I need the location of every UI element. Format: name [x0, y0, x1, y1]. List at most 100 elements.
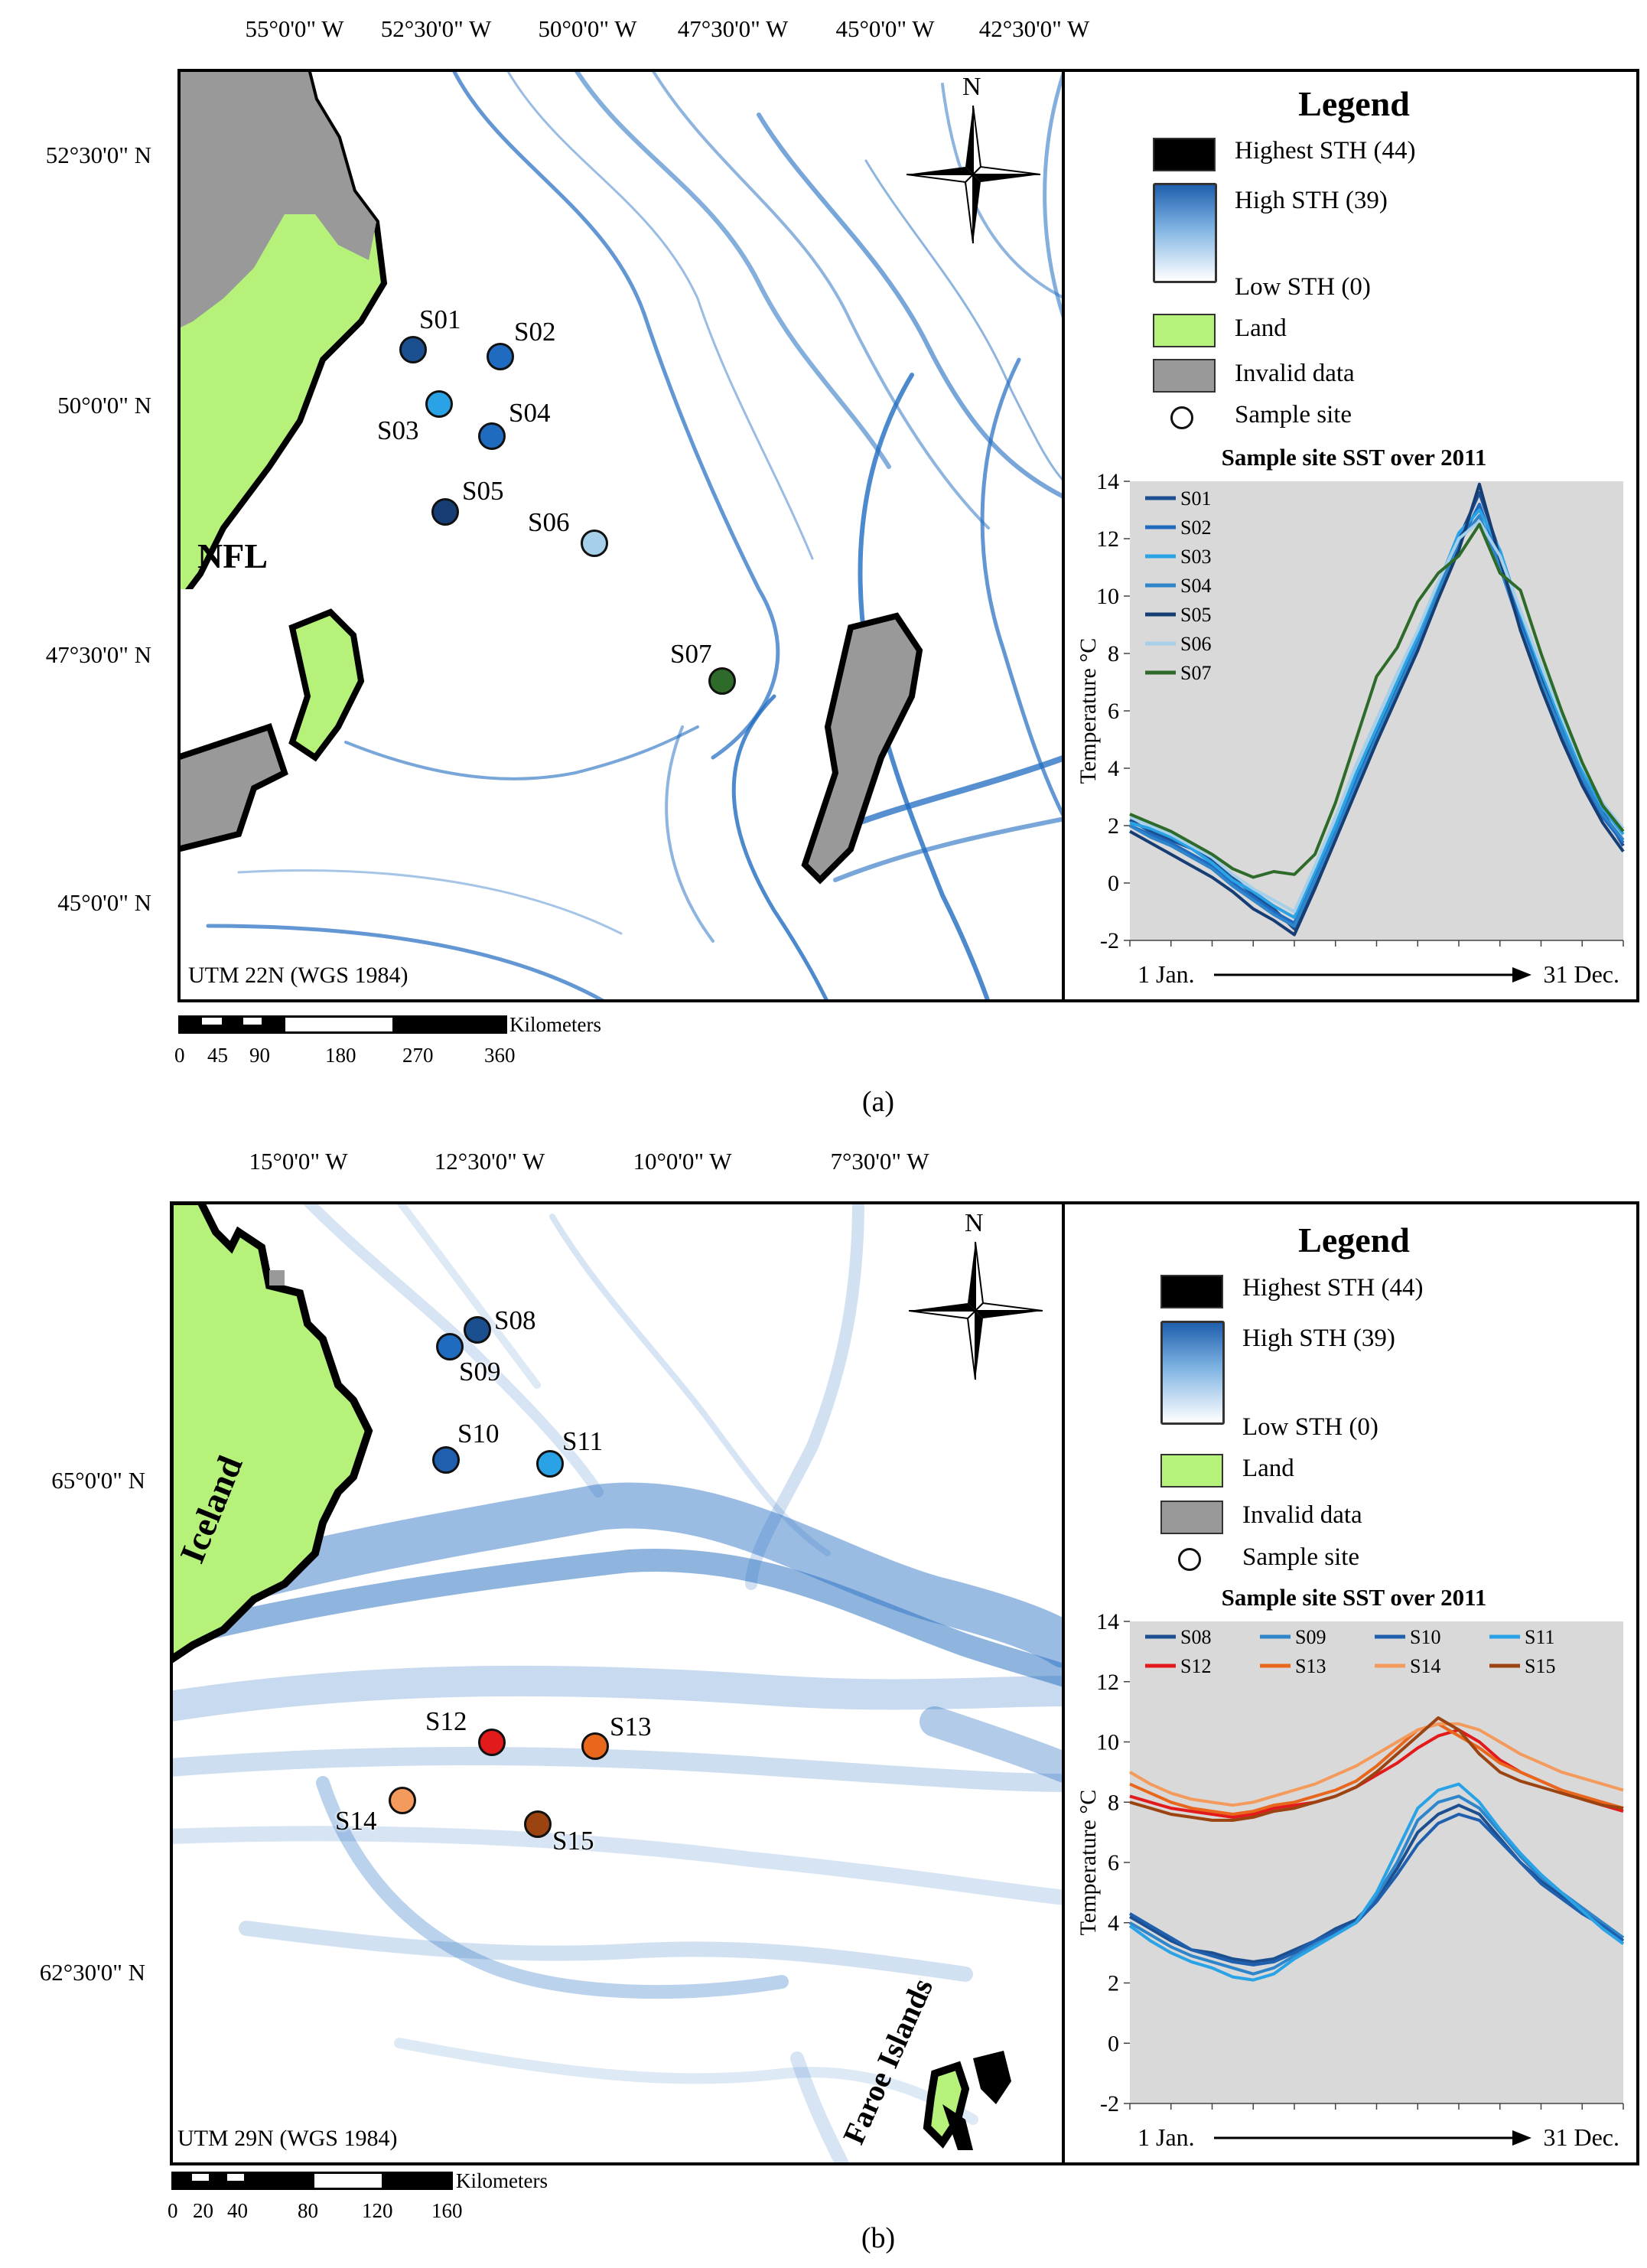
y-tick-label: 8: [1108, 641, 1119, 666]
sample-site-s05[interactable]: [431, 498, 459, 526]
lat-label: 62°30'0" N: [39, 1959, 145, 1986]
y-tick-label: 6: [1108, 1850, 1119, 1875]
y-tick-label: 4: [1108, 756, 1119, 781]
site-label: S02: [514, 317, 556, 347]
lon-label: 12°30'0" W: [434, 1148, 545, 1175]
lon-label: 42°30'0" W: [978, 15, 1090, 42]
series-line-s05: [1129, 482, 1625, 937]
legend-swatch-site: [1170, 406, 1193, 429]
y-tick-label: 2: [1108, 813, 1119, 839]
legend-item: Low STH (0): [1242, 1413, 1378, 1441]
legend-item: Sample site: [1235, 401, 1352, 429]
legend-label: S06: [1180, 633, 1211, 655]
x-arrow-head: [1512, 967, 1531, 982]
legend-title: Legend: [1298, 84, 1410, 123]
site-label: S08: [494, 1305, 536, 1335]
scale-tick: 270: [402, 1044, 434, 1067]
legend-label: S15: [1525, 1655, 1555, 1677]
legend-label: S01: [1180, 487, 1211, 510]
sample-site-s12[interactable]: [478, 1729, 506, 1756]
sample-site-s15[interactable]: [524, 1810, 552, 1838]
sst-chart-b: -2 0 2 4 6 8 10 12 14 Temperature °C S08 S09 S10 S11 S…: [1076, 1614, 1625, 2151]
legend-swatch-sth-gradient: [1160, 1321, 1225, 1425]
scale-bar-graphic: [171, 2172, 453, 2190]
legend-label: S07: [1180, 662, 1211, 684]
scale-unit: Kilometers: [509, 1013, 601, 1036]
scale-tick: 40: [227, 2199, 248, 2222]
sample-site-s13[interactable]: [581, 1732, 609, 1760]
sample-site-s03[interactable]: [425, 390, 453, 418]
caption-b: (b): [861, 2222, 896, 2254]
legend-label: S10: [1410, 1626, 1440, 1648]
legend-swatch-sth-gradient: [1153, 183, 1217, 283]
site-label: S12: [425, 1706, 467, 1736]
caption-a: (a): [861, 1086, 895, 1118]
series-line-s04: [1129, 514, 1625, 928]
sample-site-s06[interactable]: [581, 530, 608, 557]
y-tick-label: 0: [1108, 2031, 1119, 2056]
scale-tick: 0: [174, 1044, 185, 1067]
sample-site-s08[interactable]: [464, 1316, 491, 1344]
scale-tick: 20: [193, 2199, 213, 2222]
y-tick-label: 4: [1108, 1911, 1119, 1936]
lon-label: 7°30'0" W: [830, 1148, 929, 1175]
north-label: N: [965, 1209, 984, 1237]
panel-b: 15°0'0" W 12°30'0" W 10°0'0" W 7°30'0" W…: [0, 1132, 1647, 2268]
scale-tick: 90: [249, 1044, 270, 1067]
panel-a: 55°0'0" W 52°30'0" W 50°0'0" W 47°30'0" …: [0, 0, 1647, 1132]
lat-label: 45°0'0" N: [57, 889, 151, 916]
scale-tick: 80: [298, 2199, 318, 2222]
compass-icon: [907, 105, 1040, 244]
y-tick-label: 0: [1108, 871, 1119, 896]
lat-label: 50°0'0" N: [57, 392, 151, 419]
lon-label: 10°0'0" W: [633, 1148, 732, 1175]
legend-swatch-land: [1153, 314, 1216, 347]
site-label: S13: [610, 1712, 652, 1742]
scale-bar-a: [178, 1015, 507, 1034]
x-start-label: 1 Jan.: [1138, 960, 1195, 988]
legend-item: Highest STH (44): [1242, 1274, 1424, 1302]
legend-item: Land: [1242, 1455, 1294, 1482]
legend-label: S13: [1295, 1655, 1326, 1677]
datum-label: UTM 29N (WGS 1984): [177, 2126, 398, 2151]
scale-tick: 120: [362, 2199, 393, 2222]
sample-site-s02[interactable]: [487, 343, 514, 370]
scale-tick: 360: [484, 1044, 516, 1067]
lat-label: 65°0'0" N: [51, 1467, 145, 1494]
series-line-s14: [1128, 1722, 1624, 1807]
sample-site-s14[interactable]: [389, 1787, 416, 1814]
legend-item: High STH (39): [1235, 187, 1388, 214]
legend-item: Highest STH (44): [1235, 137, 1416, 165]
y-axis-label: Temperature °C: [1076, 1790, 1101, 1936]
legend-item: Invalid data: [1235, 360, 1355, 387]
lat-label: 52°30'0" N: [45, 142, 151, 168]
series-line-s08: [1128, 1804, 1625, 1963]
sample-site-s10[interactable]: [432, 1446, 460, 1474]
lon-label: 52°30'0" W: [380, 15, 492, 42]
scale-bar-b: [171, 2172, 453, 2190]
site-label: S03: [377, 415, 419, 445]
y-tick-label: 12: [1096, 526, 1119, 552]
y-axis-label: Temperature °C: [1076, 638, 1101, 784]
series-line-s13: [1129, 1722, 1624, 1816]
chart-title: Sample site SST over 2011: [1221, 1584, 1487, 1611]
y-tick-label: 12: [1096, 1670, 1119, 1695]
legend-swatch-invalid: [1153, 359, 1216, 393]
sample-site-s04[interactable]: [478, 422, 506, 450]
sample-site-s07[interactable]: [708, 667, 736, 695]
legend-swatch-site: [1178, 1548, 1201, 1571]
scale-tick: 180: [325, 1044, 356, 1067]
legend-item: Invalid data: [1242, 1501, 1362, 1529]
sample-site-s09[interactable]: [436, 1333, 464, 1360]
north-arrow-a: N: [907, 73, 1040, 249]
x-end-label: 31 Dec.: [1543, 2123, 1619, 2151]
site-label: S09: [459, 1357, 501, 1387]
sample-site-s01[interactable]: [399, 336, 427, 363]
legend-label: S04: [1180, 575, 1211, 597]
sample-site-s11[interactable]: [536, 1450, 564, 1478]
lon-label: 45°0'0" W: [835, 15, 935, 42]
compass-icon: [909, 1241, 1043, 1380]
site-label: S14: [335, 1806, 377, 1836]
legend-item: Sample site: [1242, 1543, 1360, 1571]
legend-title: Legend: [1298, 1220, 1410, 1259]
